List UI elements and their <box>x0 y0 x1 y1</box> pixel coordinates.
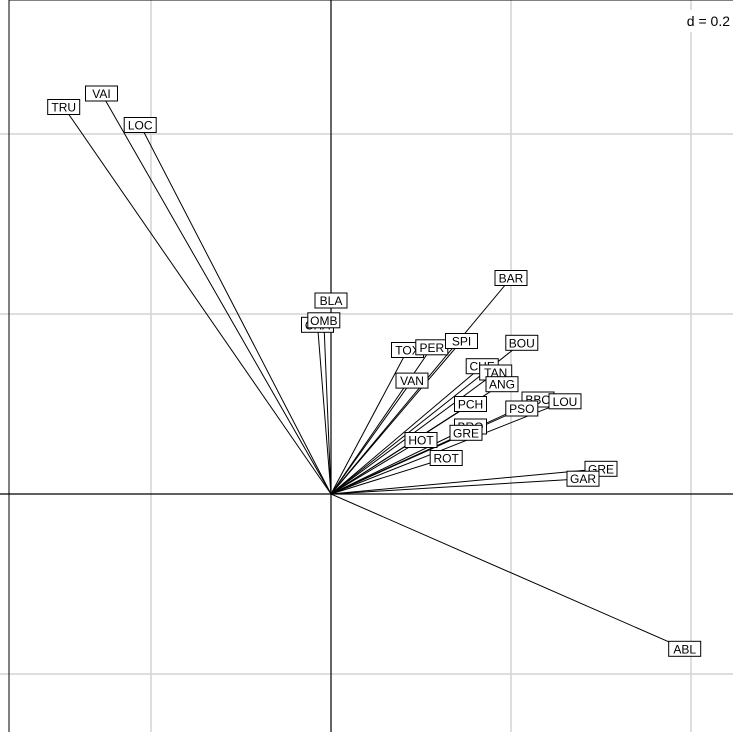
label-text: GAR <box>570 472 596 486</box>
arrow-abl <box>330 493 686 650</box>
arrow-shaft <box>330 426 471 495</box>
point-label: ROT <box>429 450 463 466</box>
label-box <box>445 333 478 349</box>
scale-legend-bg <box>662 10 733 32</box>
label-box <box>548 393 582 410</box>
label-text: LOC <box>128 119 153 133</box>
arrow-vai <box>100 92 332 495</box>
arrow-loc <box>139 123 332 495</box>
plot-frame <box>8 0 733 732</box>
label-text: ROT <box>434 452 460 466</box>
label-text: PER <box>419 341 444 355</box>
label-box <box>123 117 157 133</box>
label-text: LOU <box>553 395 578 409</box>
point-label: BAR <box>494 270 528 286</box>
point-label: HOT <box>404 432 438 448</box>
arrow-spi <box>330 340 463 495</box>
point-label: PCH <box>454 396 487 412</box>
arrow-shaft <box>101 93 332 495</box>
label-text: SPI <box>452 335 471 349</box>
point-label: PER <box>415 339 449 356</box>
arrow-shaft <box>139 124 332 495</box>
label-text: PSO <box>509 402 534 416</box>
label-box <box>449 424 483 441</box>
point-label: OMB <box>307 312 341 329</box>
label-box <box>566 470 600 487</box>
point-label: TRU <box>47 99 81 115</box>
point-label: VAN <box>395 372 429 389</box>
point-label: BLA <box>314 292 348 309</box>
label-box <box>404 432 438 448</box>
label-text: BLA <box>320 294 343 308</box>
label-text: BOU <box>509 336 535 350</box>
label-box <box>85 85 118 102</box>
label-box <box>307 312 341 329</box>
label-text: ABL <box>673 642 696 656</box>
label-box <box>454 396 487 412</box>
scale-label: d = 0.2 <box>687 13 730 29</box>
label-text: PCH <box>458 398 483 412</box>
point-label: VAI <box>85 85 118 102</box>
arrow-shaft <box>330 457 447 495</box>
label-box <box>494 270 528 286</box>
label-box <box>314 292 348 309</box>
label-text: VAI <box>92 87 110 101</box>
label-box <box>485 376 519 393</box>
arrow-shaft <box>330 340 462 495</box>
arrow-shaft <box>330 432 467 495</box>
scale-legend: d = 0.2 <box>662 10 733 32</box>
arrow-van <box>330 379 413 495</box>
label-text: GRE <box>453 426 479 440</box>
arrow-shaft <box>330 403 471 495</box>
label-box <box>505 334 539 351</box>
arrow-shaft <box>317 324 332 495</box>
point-label: GAR <box>566 470 600 487</box>
label-box <box>429 450 463 466</box>
point-label: LOC <box>123 117 157 133</box>
arrow-shaft <box>330 347 433 495</box>
point-label: PSO <box>505 400 539 417</box>
arrow-hot <box>330 439 422 495</box>
arrow-shaft <box>330 468 602 495</box>
arrow-omb <box>320 319 332 495</box>
arrow-shaft <box>330 400 566 495</box>
label-text: HOT <box>408 434 434 448</box>
label-text: ANG <box>489 378 515 392</box>
arrow-shaft <box>330 493 685 650</box>
label-box <box>505 400 539 417</box>
point-label: BOU <box>505 334 539 351</box>
point-label: GRE <box>449 424 483 441</box>
label-text: TOX <box>395 344 419 358</box>
label-text: BAR <box>499 272 524 286</box>
arrow-shaft <box>330 380 413 495</box>
arrow-tru <box>63 106 332 495</box>
label-box <box>47 99 81 115</box>
point-label: SPI <box>445 333 478 349</box>
label-box <box>395 372 429 389</box>
arrow-shaft <box>330 365 483 495</box>
point-label: LOU <box>548 393 582 410</box>
arrow-shaft <box>330 478 584 495</box>
arrow-shaft <box>63 106 332 495</box>
label-layer: VAITRULOCBLACHAOMBBARTOXPERSPIBOUVANCHET… <box>47 85 702 657</box>
arrow-layer <box>63 92 686 650</box>
label-box <box>668 640 702 657</box>
label-text: TRU <box>51 101 76 115</box>
arrow-tox <box>330 348 409 495</box>
arrow-pch <box>330 403 472 495</box>
point-label: ABL <box>668 640 702 657</box>
label-text: OMB <box>310 314 337 328</box>
label-text: VAN <box>400 374 424 388</box>
arrow-shaft <box>330 439 422 495</box>
arrow-shaft <box>330 349 408 495</box>
point-label: ANG <box>485 376 519 393</box>
arrow-shaft <box>323 320 332 495</box>
